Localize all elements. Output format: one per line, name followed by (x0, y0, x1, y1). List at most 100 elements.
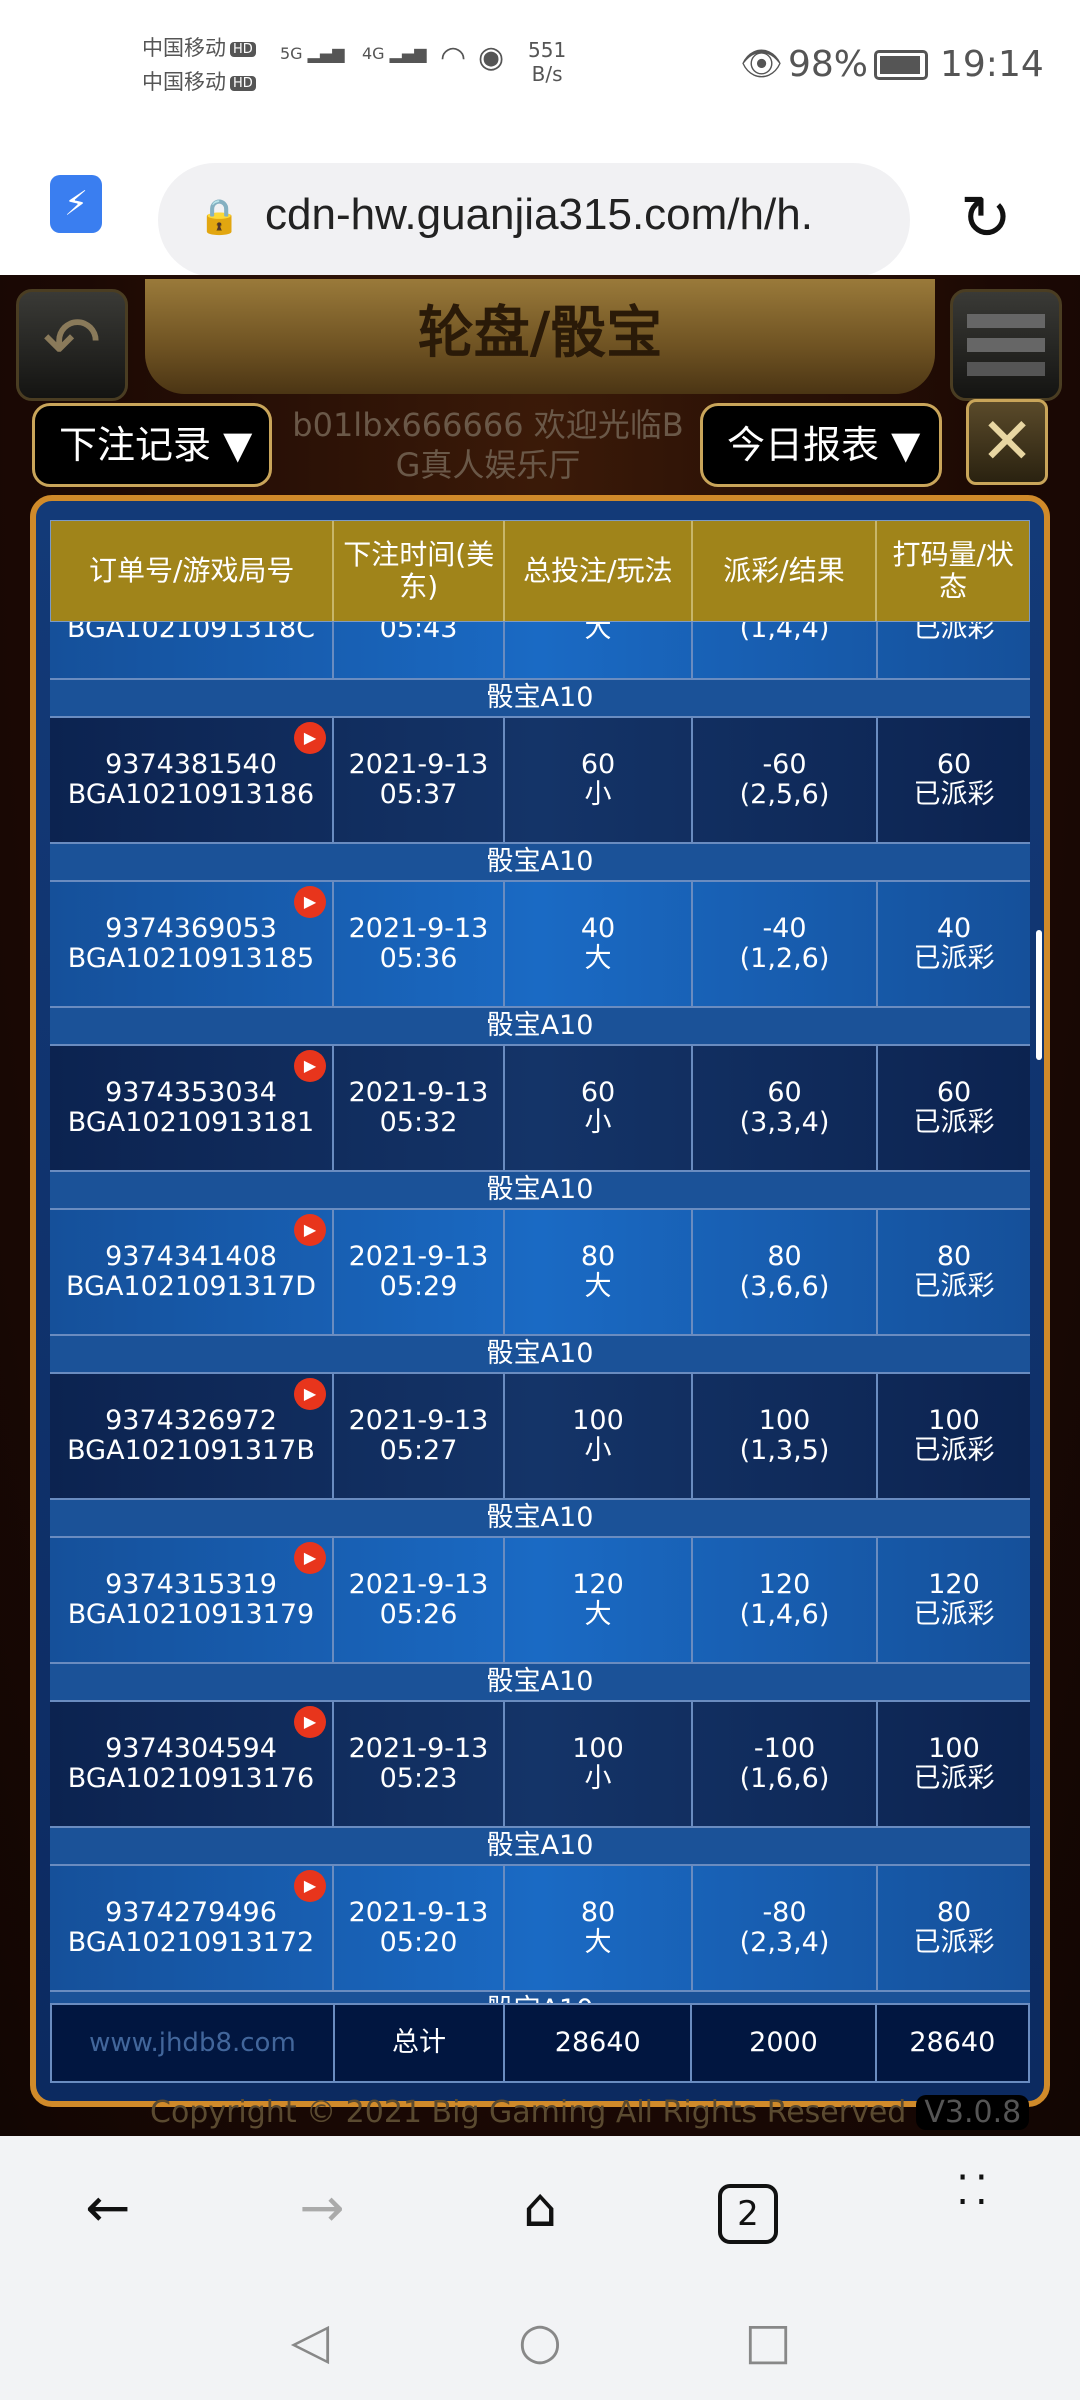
cell-payout: -40 (1,2,6) (693, 882, 878, 1006)
table-body[interactable]: BGA1021091318C 05:43 大 (1,4,4) 已派彩 骰宝A10… (50, 622, 1030, 2003)
cell-result: (1,4,4) (693, 622, 878, 678)
table-row[interactable]: 9374326972 BGA1021091317B ▶ 2021-9-13 05:27 1… (50, 1374, 1030, 1500)
report-dropdown[interactable]: 今日报表 ▼ (700, 403, 942, 487)
forward-icon[interactable]: → (299, 2176, 345, 2239)
eye-comfort-icon: 👁 (740, 44, 784, 84)
play-replay-icon[interactable]: ▶ (294, 1542, 326, 1574)
records-dropdown[interactable]: 下注记录 ▼ (32, 403, 272, 487)
cell-date: 2021-9-13 05:36 (334, 882, 505, 1006)
cell-result: (1,2,6) (739, 943, 830, 974)
cell-game_no: BGA10210913176 (67, 1763, 315, 1794)
menu-icon[interactable] (950, 289, 1062, 401)
cell-bet: 120 大 (505, 1538, 693, 1662)
cell-bet: 60 (580, 749, 616, 780)
cell-bet: 80 大 (505, 1866, 693, 1990)
game-label-row: 骰宝A10 (50, 1828, 1030, 1866)
table-row[interactable]: 9374315319 BGA10210913179 ▶ 2021-9-13 05:26 1… (50, 1538, 1030, 1664)
play-replay-icon[interactable]: ▶ (294, 1214, 326, 1246)
cell-order: 9374353034 (105, 1077, 277, 1108)
cell-time: 05:27 (379, 1435, 458, 1466)
cell-turnover: 40 已派彩 (878, 882, 1030, 1006)
cell-status: 已派彩 (913, 1927, 995, 1958)
cell-payout: -80 (2,3,4) (693, 1866, 878, 1990)
cell-date: 2021-9-13 (348, 1569, 489, 1600)
game-label-row: 骰宝A10 (50, 1008, 1030, 1046)
cell-date: 2021-9-13 (348, 749, 489, 780)
table-row[interactable]: 9374279496 BGA10210913172 ▶ 2021-9-13 05:20 8… (50, 1866, 1030, 1992)
totals-bet: 28640 (505, 2005, 693, 2081)
cell-status: 已派彩 (913, 943, 995, 974)
cell-payout: 60 (767, 1077, 802, 1108)
cell-date: 2021-9-13 05:20 (334, 1866, 505, 1990)
cell-order: 9374381540 BGA10210913186 ▶ (50, 718, 334, 842)
play-replay-icon[interactable]: ▶ (294, 1870, 326, 1902)
table-row[interactable]: 9374381540 BGA10210913186 ▶ 2021-9-13 05:37 6… (50, 718, 1030, 844)
cell-play: 小 (584, 1435, 612, 1466)
cell-order: 9374304594 (105, 1733, 277, 1764)
cell-result: (3,3,4) (739, 1107, 830, 1138)
cell-bet: 60 (580, 1077, 616, 1108)
cell-turnover: 100 (928, 1405, 980, 1436)
cell-payout: -100 (753, 1733, 816, 1764)
header-time: 下注时间(美东) (334, 521, 506, 621)
cell-date: 2021-9-13 (348, 913, 489, 944)
cell-order: 9374326972 (105, 1405, 277, 1436)
cell-game_no: BGA10210913186 (67, 779, 315, 810)
more-icon[interactable]: ⁚⁚ (956, 2168, 994, 2214)
url-text[interactable]: cdn-hw.guanjia315.com/h/h. (265, 190, 813, 239)
page-title: 轮盘/骰宝 (145, 279, 935, 394)
table-row[interactable]: 9374341408 BGA1021091317D ▶ 2021-9-13 05:29 8… (50, 1210, 1030, 1336)
cell-order: 9374279496 (105, 1897, 277, 1928)
cell-time: 05:37 (379, 779, 458, 810)
cell-payout: 80 (767, 1241, 802, 1272)
system-recents-icon[interactable]: □ (744, 2312, 792, 2370)
cell-play: 大 (584, 943, 612, 974)
totals-empty: www.jhdb8.com (52, 2005, 335, 2081)
cell-time: 05:32 (379, 1107, 458, 1138)
cell-bet: 80 大 (505, 1210, 693, 1334)
cell-bet: 80 (580, 1897, 616, 1928)
play-replay-icon[interactable]: ▶ (294, 722, 326, 754)
table-header: 订单号/游戏局号 下注时间(美东) 总投注/玩法 派彩/结果 打码量/状态 (50, 520, 1030, 622)
back-icon[interactable]: ← (85, 2176, 131, 2239)
table-row[interactable]: 9374369053 BGA10210913185 ▶ 2021-9-13 05:36 4… (50, 882, 1030, 1008)
cell-payout: 100 (758, 1405, 811, 1436)
play-replay-icon[interactable]: ▶ (294, 1050, 326, 1082)
table-row[interactable]: 9374304594 BGA10210913176 ▶ 2021-9-13 05:23 1… (50, 1702, 1030, 1828)
cell-date: 2021-9-13 05:37 (334, 718, 505, 842)
cell-play: 大 (584, 1599, 612, 1630)
cell-turnover: 80 已派彩 (878, 1210, 1030, 1334)
cell-turnover: 60 已派彩 (878, 1046, 1030, 1170)
cell-bet: 100 (572, 1733, 624, 1764)
table-row[interactable]: 9374353034 BGA10210913181 ▶ 2021-9-13 05:32 6… (50, 1046, 1030, 1172)
play-replay-icon[interactable]: ▶ (294, 1378, 326, 1410)
cell-result: (1,3,5) (739, 1435, 830, 1466)
address-bar[interactable] (158, 163, 910, 277)
watermark: www.jhdb8.com (89, 2028, 296, 2058)
play-replay-icon[interactable]: ▶ (294, 1706, 326, 1738)
hotspot-icon: ◉ (478, 40, 505, 75)
cell-order: 9374326972 BGA1021091317B ▶ (50, 1374, 334, 1498)
cell-order: 9374381540 (105, 749, 277, 780)
cell-play: 大 (505, 622, 693, 678)
browser-logo-icon[interactable]: ⚡ (50, 175, 102, 233)
tabs-button[interactable]: 2 (718, 2184, 778, 2244)
reload-icon[interactable]: ↻ (960, 181, 1012, 254)
cell-play: 小 (584, 779, 612, 810)
cell-game_no: BGA10210913185 (67, 943, 315, 974)
play-replay-icon[interactable]: ▶ (294, 886, 326, 918)
cell-result: (3,6,6) (739, 1271, 830, 1302)
dropdown-caret-icon: ▼ (223, 423, 253, 467)
close-icon[interactable]: ✕ (966, 399, 1048, 485)
scrollbar[interactable] (1036, 930, 1042, 1060)
cell-payout: -100 (1,6,6) (693, 1702, 878, 1826)
signal-4g-icon: 4G ▂▄▆ (362, 44, 427, 63)
totals-row: www.jhdb8.com 总计 28640 2000 28640 (50, 2003, 1030, 2083)
back-arrow-icon[interactable]: ↶ (16, 289, 128, 401)
cell-date: 2021-9-13 (348, 1733, 489, 1764)
cell-bet: 60 小 (505, 718, 693, 842)
system-back-icon[interactable]: ◁ (290, 2312, 330, 2370)
cell-turnover: 60 (936, 749, 972, 780)
system-home-icon[interactable]: ○ (518, 2312, 562, 2370)
home-icon[interactable]: ⌂ (522, 2176, 558, 2239)
